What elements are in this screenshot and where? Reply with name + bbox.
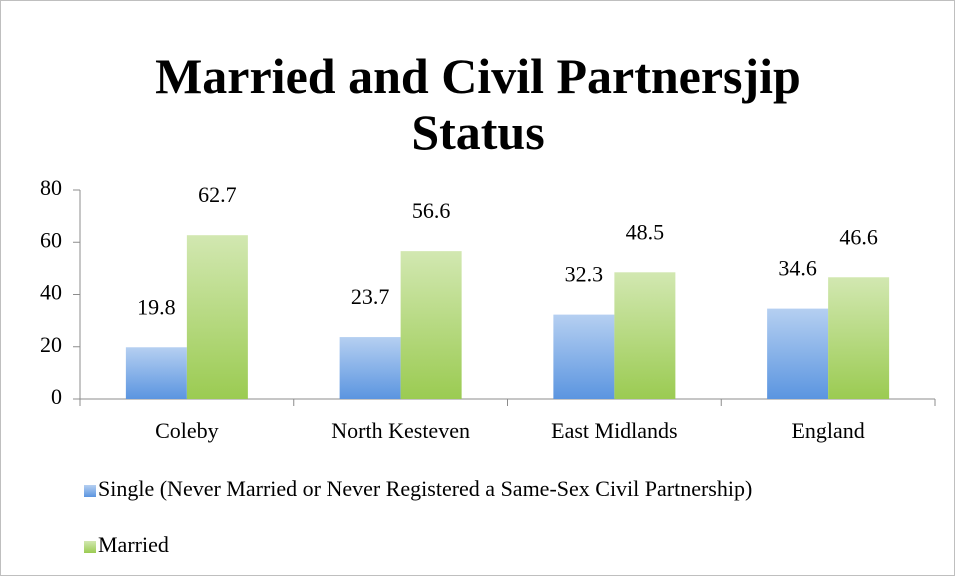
bar [614, 272, 676, 399]
bar [400, 251, 462, 399]
y-tick-label: 60 [40, 227, 62, 252]
legend-swatch [84, 485, 96, 497]
bar [186, 235, 248, 399]
x-tick-label: England [791, 418, 864, 443]
data-label: 32.3 [565, 262, 604, 287]
bar [767, 308, 829, 399]
x-tick-label: North Kesteven [331, 418, 470, 443]
x-tick-label: Coleby [155, 418, 219, 443]
data-label: 34.6 [778, 256, 817, 281]
bar [828, 277, 890, 399]
bar [339, 337, 401, 399]
chart-title: Married and Civil Partnersjip Status [155, 48, 801, 160]
y-tick-label: 0 [51, 384, 62, 409]
data-label: 62.7 [198, 182, 237, 207]
bar [125, 347, 187, 399]
bar [553, 314, 615, 399]
data-label: 56.6 [412, 198, 451, 223]
data-label: 46.6 [839, 224, 878, 249]
legend-swatch [84, 541, 96, 553]
x-tick-label: East Midlands [551, 418, 678, 443]
y-tick-label: 40 [40, 280, 62, 305]
data-label: 23.7 [351, 284, 390, 309]
legend-label: Married [98, 532, 169, 557]
data-label: 19.8 [137, 294, 176, 319]
y-tick-label: 80 [40, 175, 62, 200]
y-tick-label: 20 [40, 332, 62, 357]
legend-label: Single (Never Married or Never Registere… [98, 476, 752, 501]
data-label: 48.5 [626, 219, 665, 244]
